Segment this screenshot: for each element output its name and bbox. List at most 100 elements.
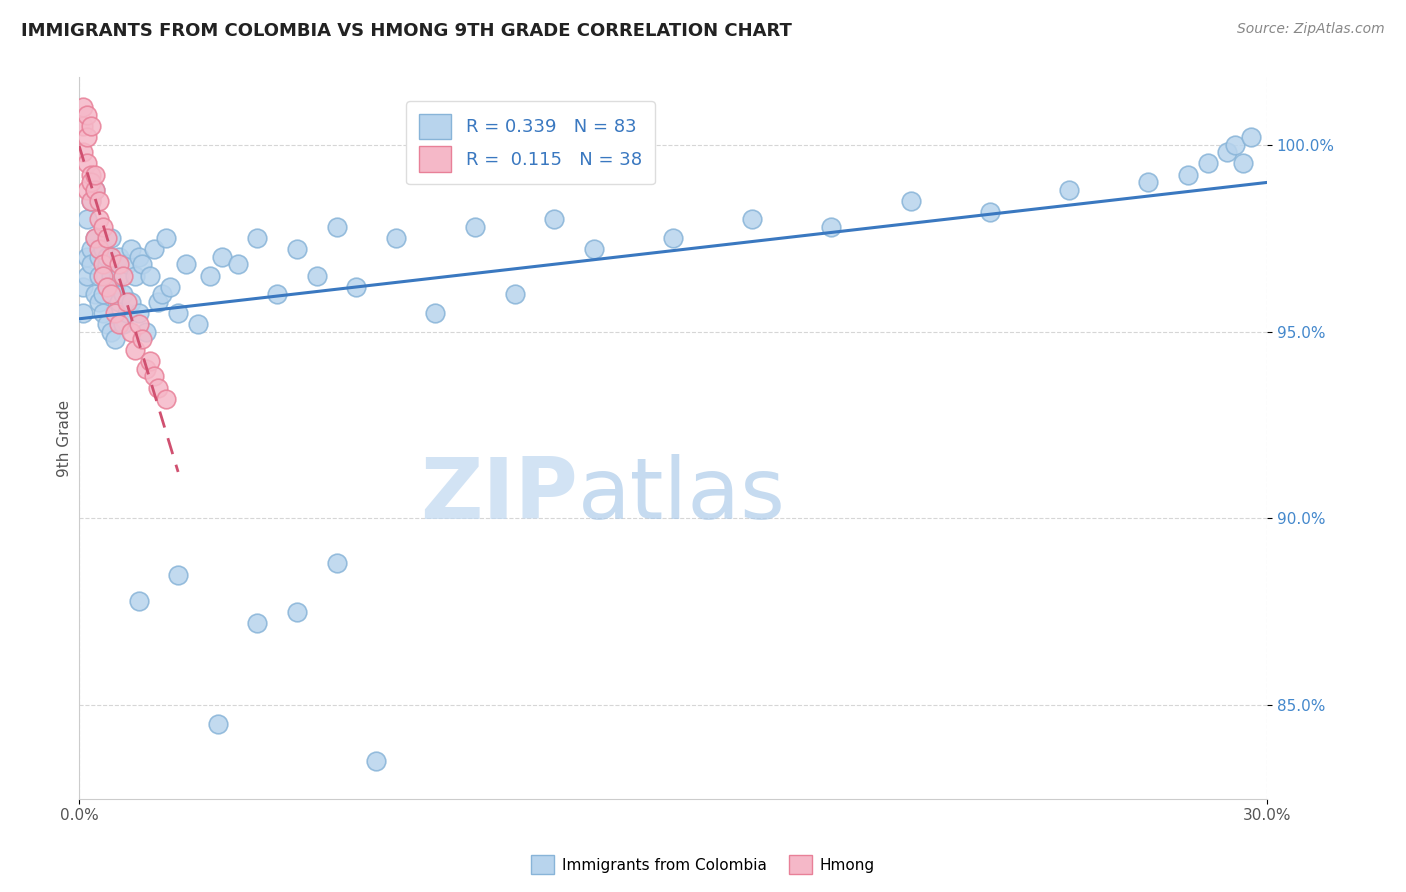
Point — [84, 183, 107, 197]
Point — [143, 243, 166, 257]
Point — [72, 306, 94, 320]
Point — [1177, 168, 1199, 182]
Legend: R = 0.339   N = 83, R =  0.115   N = 38: R = 0.339 N = 83, R = 0.115 N = 38 — [406, 101, 655, 185]
Text: ZIP: ZIP — [420, 454, 578, 537]
Point — [96, 317, 118, 331]
Point — [76, 183, 98, 197]
Point — [76, 108, 98, 122]
Point — [128, 306, 150, 320]
Point — [266, 287, 288, 301]
Point — [135, 362, 157, 376]
Point — [104, 279, 127, 293]
Point — [80, 257, 103, 271]
Point — [124, 343, 146, 358]
Point — [325, 219, 347, 234]
Point — [87, 243, 110, 257]
Point — [325, 557, 347, 571]
Point — [425, 306, 447, 320]
Point — [87, 194, 110, 208]
Point — [1197, 156, 1219, 170]
Point — [87, 250, 110, 264]
Point — [91, 268, 114, 283]
Point — [148, 294, 170, 309]
Point — [128, 593, 150, 607]
Point — [96, 231, 118, 245]
Point — [91, 219, 114, 234]
Point — [76, 156, 98, 170]
Point — [111, 317, 134, 331]
Point — [80, 168, 103, 182]
Point — [900, 194, 922, 208]
Legend: Immigrants from Colombia, Hmong: Immigrants from Colombia, Hmong — [524, 849, 882, 880]
Text: atlas: atlas — [578, 454, 786, 537]
Point — [1232, 156, 1254, 170]
Point — [72, 100, 94, 114]
Point — [364, 755, 387, 769]
Point — [100, 287, 122, 301]
Point — [148, 381, 170, 395]
Point — [285, 605, 308, 619]
Point — [207, 717, 229, 731]
Text: Source: ZipAtlas.com: Source: ZipAtlas.com — [1237, 22, 1385, 37]
Point — [107, 294, 129, 309]
Point — [80, 194, 103, 208]
Point — [72, 145, 94, 160]
Point — [84, 183, 107, 197]
Point — [91, 243, 114, 257]
Point — [662, 231, 685, 245]
Point — [582, 243, 605, 257]
Point — [100, 250, 122, 264]
Point — [84, 231, 107, 245]
Point — [187, 317, 209, 331]
Text: IMMIGRANTS FROM COLOMBIA VS HMONG 9TH GRADE CORRELATION CHART: IMMIGRANTS FROM COLOMBIA VS HMONG 9TH GR… — [21, 22, 792, 40]
Point — [87, 212, 110, 227]
Point — [107, 268, 129, 283]
Point — [91, 287, 114, 301]
Point — [111, 268, 134, 283]
Point — [84, 231, 107, 245]
Point — [131, 332, 153, 346]
Point — [226, 257, 249, 271]
Point — [96, 257, 118, 271]
Point — [76, 130, 98, 145]
Point — [820, 219, 842, 234]
Point — [128, 317, 150, 331]
Point — [80, 175, 103, 189]
Point — [135, 325, 157, 339]
Point — [155, 231, 177, 245]
Point — [150, 287, 173, 301]
Point — [120, 243, 142, 257]
Point — [174, 257, 197, 271]
Point — [124, 268, 146, 283]
Point — [385, 231, 408, 245]
Point — [503, 287, 526, 301]
Point — [128, 250, 150, 264]
Point — [198, 268, 221, 283]
Point — [91, 257, 114, 271]
Point — [104, 306, 127, 320]
Point — [96, 279, 118, 293]
Point — [155, 392, 177, 406]
Point — [211, 250, 233, 264]
Point — [1137, 175, 1160, 189]
Point — [246, 231, 269, 245]
Point — [76, 250, 98, 264]
Point — [305, 268, 328, 283]
Point — [167, 567, 190, 582]
Point — [84, 287, 107, 301]
Point — [131, 257, 153, 271]
Point — [115, 294, 138, 309]
Point — [107, 317, 129, 331]
Point — [143, 369, 166, 384]
Point — [344, 279, 367, 293]
Point — [100, 231, 122, 245]
Point — [96, 250, 118, 264]
Point — [80, 243, 103, 257]
Point — [87, 268, 110, 283]
Point — [167, 306, 190, 320]
Point — [104, 332, 127, 346]
Point — [979, 205, 1001, 219]
Point — [741, 212, 763, 227]
Point — [139, 354, 162, 368]
Point — [543, 212, 565, 227]
